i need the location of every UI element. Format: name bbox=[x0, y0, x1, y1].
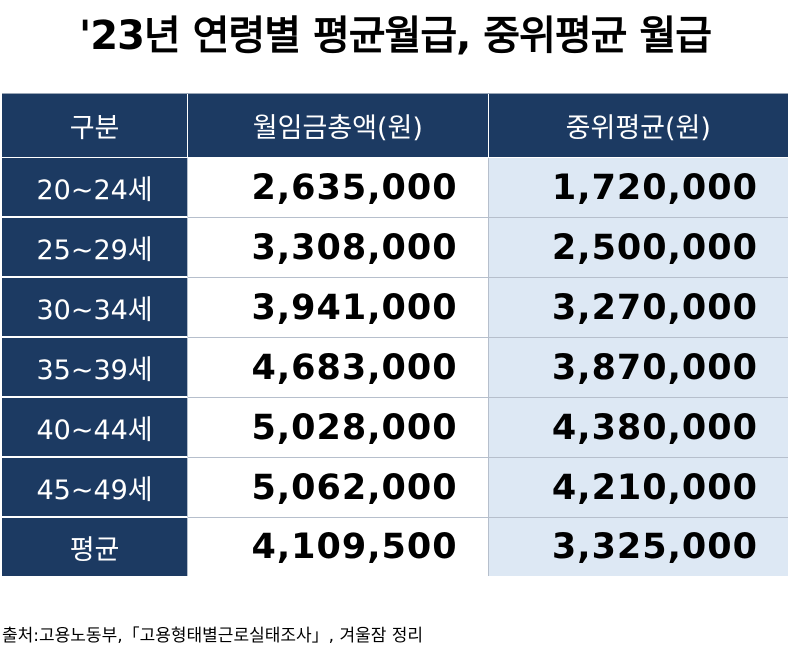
total-wage-cell: 2,635,000 bbox=[188, 158, 489, 218]
table-row: 30~34세 3,941,000 3,270,000 bbox=[2, 278, 788, 338]
total-wage-cell: 5,062,000 bbox=[188, 458, 489, 518]
row-label-cell: 20~24세 bbox=[2, 158, 189, 218]
wage-table: 구분 월임금총액(원) 중위평균(원) 20~24세 2,635,000 1,720… bbox=[2, 93, 788, 576]
chart-title: '23년 연령별 평균월급, 중위평균 월급 bbox=[78, 13, 712, 59]
row-label-cell: 25~29세 bbox=[2, 218, 189, 278]
median-wage-cell: 3,870,000 bbox=[488, 338, 788, 398]
total-wage-cell: 3,308,000 bbox=[188, 218, 489, 278]
table-row: 25~29세 3,308,000 2,500,000 bbox=[2, 218, 788, 278]
total-wage-cell: 4,683,000 bbox=[188, 338, 489, 398]
row-label-cell: 40~44세 bbox=[2, 398, 189, 458]
table-row-average: 평균 4,109,500 3,325,000 bbox=[2, 518, 788, 576]
table-row: 40~44세 5,028,000 4,380,000 bbox=[2, 398, 788, 458]
source-note: 출처:고용노동부,「고용형태별근로실태조사」, 겨울잠 정리 bbox=[2, 626, 424, 646]
total-wage-cell: 3,941,000 bbox=[188, 278, 489, 338]
median-wage-cell: 4,210,000 bbox=[488, 458, 788, 518]
median-wage-cell: 3,325,000 bbox=[488, 518, 788, 576]
table-header-row: 구분 월임금총액(원) 중위평균(원) bbox=[2, 94, 788, 158]
median-wage-cell: 2,500,000 bbox=[488, 218, 788, 278]
column-header-total-wage: 월임금총액(원) bbox=[188, 94, 489, 158]
row-label-cell: 45~49세 bbox=[2, 458, 189, 518]
median-wage-cell: 3,270,000 bbox=[488, 278, 788, 338]
median-wage-cell: 1,720,000 bbox=[488, 158, 788, 218]
total-wage-cell: 4,109,500 bbox=[188, 518, 489, 576]
table-body: 20~24세 2,635,000 1,720,000 25~29세 3,308,000 2… bbox=[2, 158, 788, 576]
median-wage-cell: 4,380,000 bbox=[488, 398, 788, 458]
table-row: 35~39세 4,683,000 3,870,000 bbox=[2, 338, 788, 398]
total-wage-cell: 5,028,000 bbox=[188, 398, 489, 458]
row-label-cell: 평균 bbox=[2, 518, 189, 576]
row-label-cell: 35~39세 bbox=[2, 338, 189, 398]
column-header-category: 구분 bbox=[2, 94, 189, 158]
table-row: 20~24세 2,635,000 1,720,000 bbox=[2, 158, 788, 218]
table-row: 45~49세 5,062,000 4,210,000 bbox=[2, 458, 788, 518]
row-label-cell: 30~34세 bbox=[2, 278, 189, 338]
column-header-median-wage: 중위평균(원) bbox=[488, 94, 788, 158]
